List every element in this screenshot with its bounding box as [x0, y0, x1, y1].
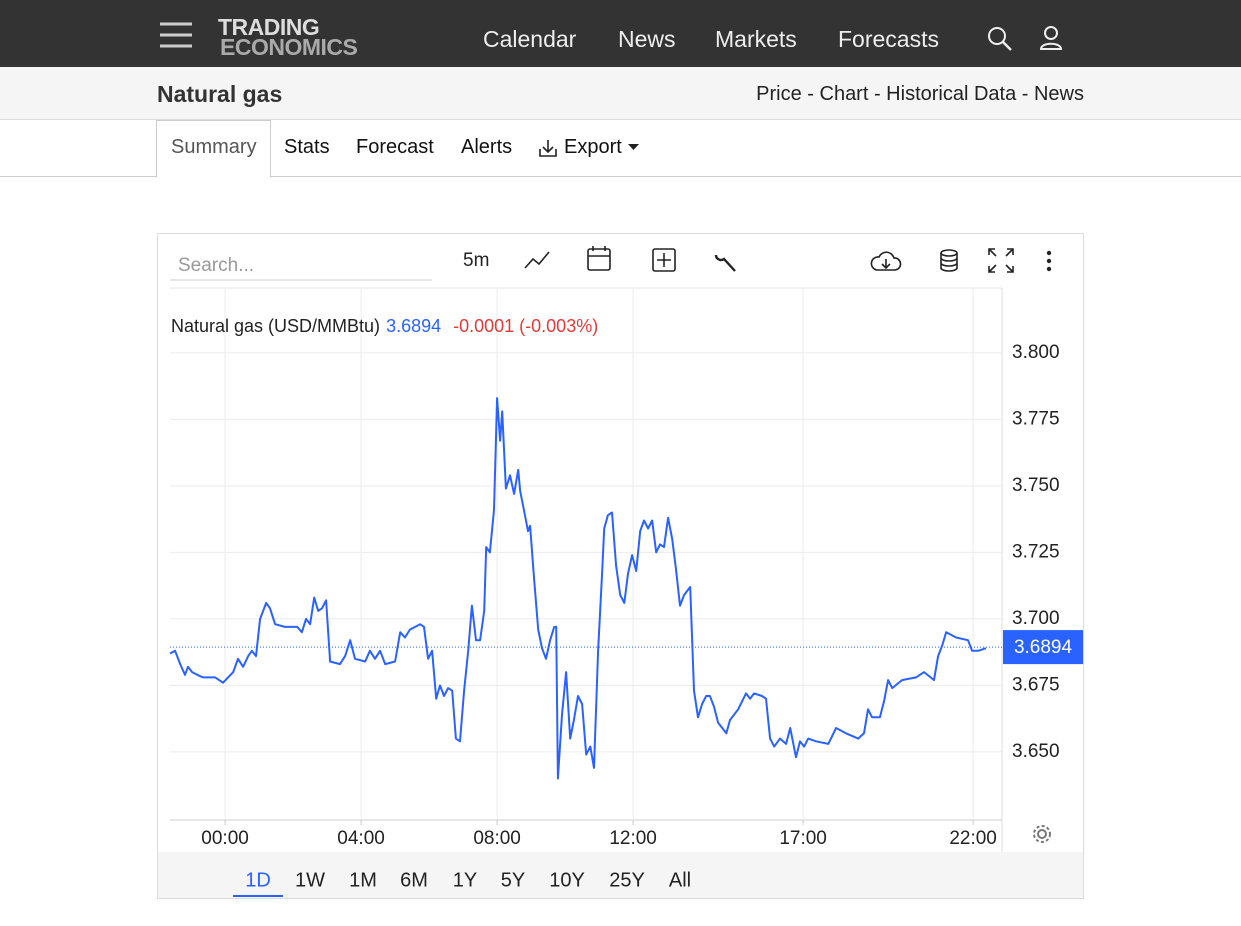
y-tick-label: 3.700	[1012, 608, 1060, 629]
download-icon[interactable]	[870, 251, 902, 271]
range-button[interactable]: 5Y	[501, 869, 525, 891]
legend-last: 3.6894	[386, 316, 441, 336]
range-bar	[158, 852, 1083, 898]
tab[interactable]: Stats	[284, 136, 330, 158]
chart-type-icon[interactable]	[524, 251, 550, 269]
y-tick-label: 3.775	[1012, 408, 1060, 429]
settings-tool-icon[interactable]	[714, 254, 736, 272]
search-input[interactable]: Search...	[178, 255, 254, 276]
tab[interactable]: Export	[564, 136, 622, 158]
nav-link[interactable]: Forecasts	[838, 26, 939, 52]
tab[interactable]: Forecast	[356, 136, 434, 158]
y-tick-label: 3.650	[1012, 741, 1060, 762]
legend-name: Natural gas (USD/MMBtu)	[171, 316, 380, 336]
export-icons	[539, 140, 639, 157]
x-tick-label: 22:00	[949, 828, 997, 849]
nav-link[interactable]: News	[618, 26, 676, 52]
tab-bar: Summary Stats Forecast Alerts Export	[0, 120, 1241, 178]
page-title: Natural gas	[157, 81, 283, 107]
x-tick-label: 12:00	[609, 828, 657, 849]
last-price-label: 3.6894	[1014, 637, 1073, 658]
nav-link[interactable]: Markets	[715, 26, 797, 52]
more-icon[interactable]	[1046, 250, 1052, 272]
toolbar-icons	[524, 246, 1052, 843]
x-tick-label: 00:00	[201, 828, 249, 849]
range-underline	[233, 895, 283, 897]
logo-top[interactable]: TRADING	[218, 14, 320, 40]
legend-change: -0.0001 (-0.003%)	[453, 316, 598, 336]
y-tick-label: 3.725	[1012, 541, 1060, 562]
tab[interactable]: Summary	[171, 136, 257, 158]
x-tick-label: 08:00	[473, 828, 521, 849]
range-button[interactable]: All	[669, 869, 691, 891]
y-tick-label: 3.675	[1012, 674, 1060, 695]
logo-bottom[interactable]: ECONOMICS	[220, 34, 358, 60]
x-tick-label: 04:00	[337, 828, 385, 849]
range-button[interactable]: 1Y	[453, 869, 477, 891]
menu-icon[interactable]	[158, 20, 194, 50]
last-price-box	[1003, 630, 1083, 665]
interval[interactable]: 5m	[463, 250, 489, 271]
add-icon[interactable]	[652, 248, 676, 272]
search-icon[interactable]	[985, 25, 1015, 55]
range-button[interactable]: 1M	[349, 869, 377, 891]
chart-widget	[157, 233, 1084, 899]
range-button[interactable]: 1W	[295, 869, 325, 891]
nav-link[interactable]: Calendar	[483, 26, 577, 52]
data-icon[interactable]	[940, 249, 958, 272]
active-tab-box	[156, 120, 271, 178]
range-button[interactable]: 6M	[400, 869, 428, 891]
range-button[interactable]: 1D	[245, 869, 271, 891]
subheader-links[interactable]: Price - Chart - Historical Data - News	[756, 83, 1084, 105]
range-button[interactable]: 10Y	[549, 869, 585, 891]
tab[interactable]: Alerts	[461, 136, 513, 158]
grid	[170, 288, 1002, 820]
y-tick-label: 3.750	[1012, 475, 1060, 496]
legend: Natural gas (USD/MMBtu) 3.6894 -0.0001 (-0…	[171, 316, 598, 336]
subheader: Natural gas Price - Chart - Historical D…	[0, 67, 1241, 120]
y-tick-label: 3.800	[1012, 342, 1060, 363]
x-tick-label: 17:00	[779, 828, 827, 849]
chart: Search... 5m 3.650 3.675 3.700 3.725 3.750 3.77…	[158, 246, 1083, 898]
top-nav: TRADING ECONOMICS Calendar News Markets For…	[0, 0, 1241, 67]
price-line	[169, 397, 987, 780]
calendar-icon[interactable]	[587, 246, 611, 271]
range-button[interactable]: 25Y	[609, 869, 645, 891]
user-icon[interactable]	[1038, 24, 1066, 54]
gear-icon[interactable]	[1033, 825, 1051, 843]
fullscreen-icon[interactable]	[988, 248, 1014, 273]
